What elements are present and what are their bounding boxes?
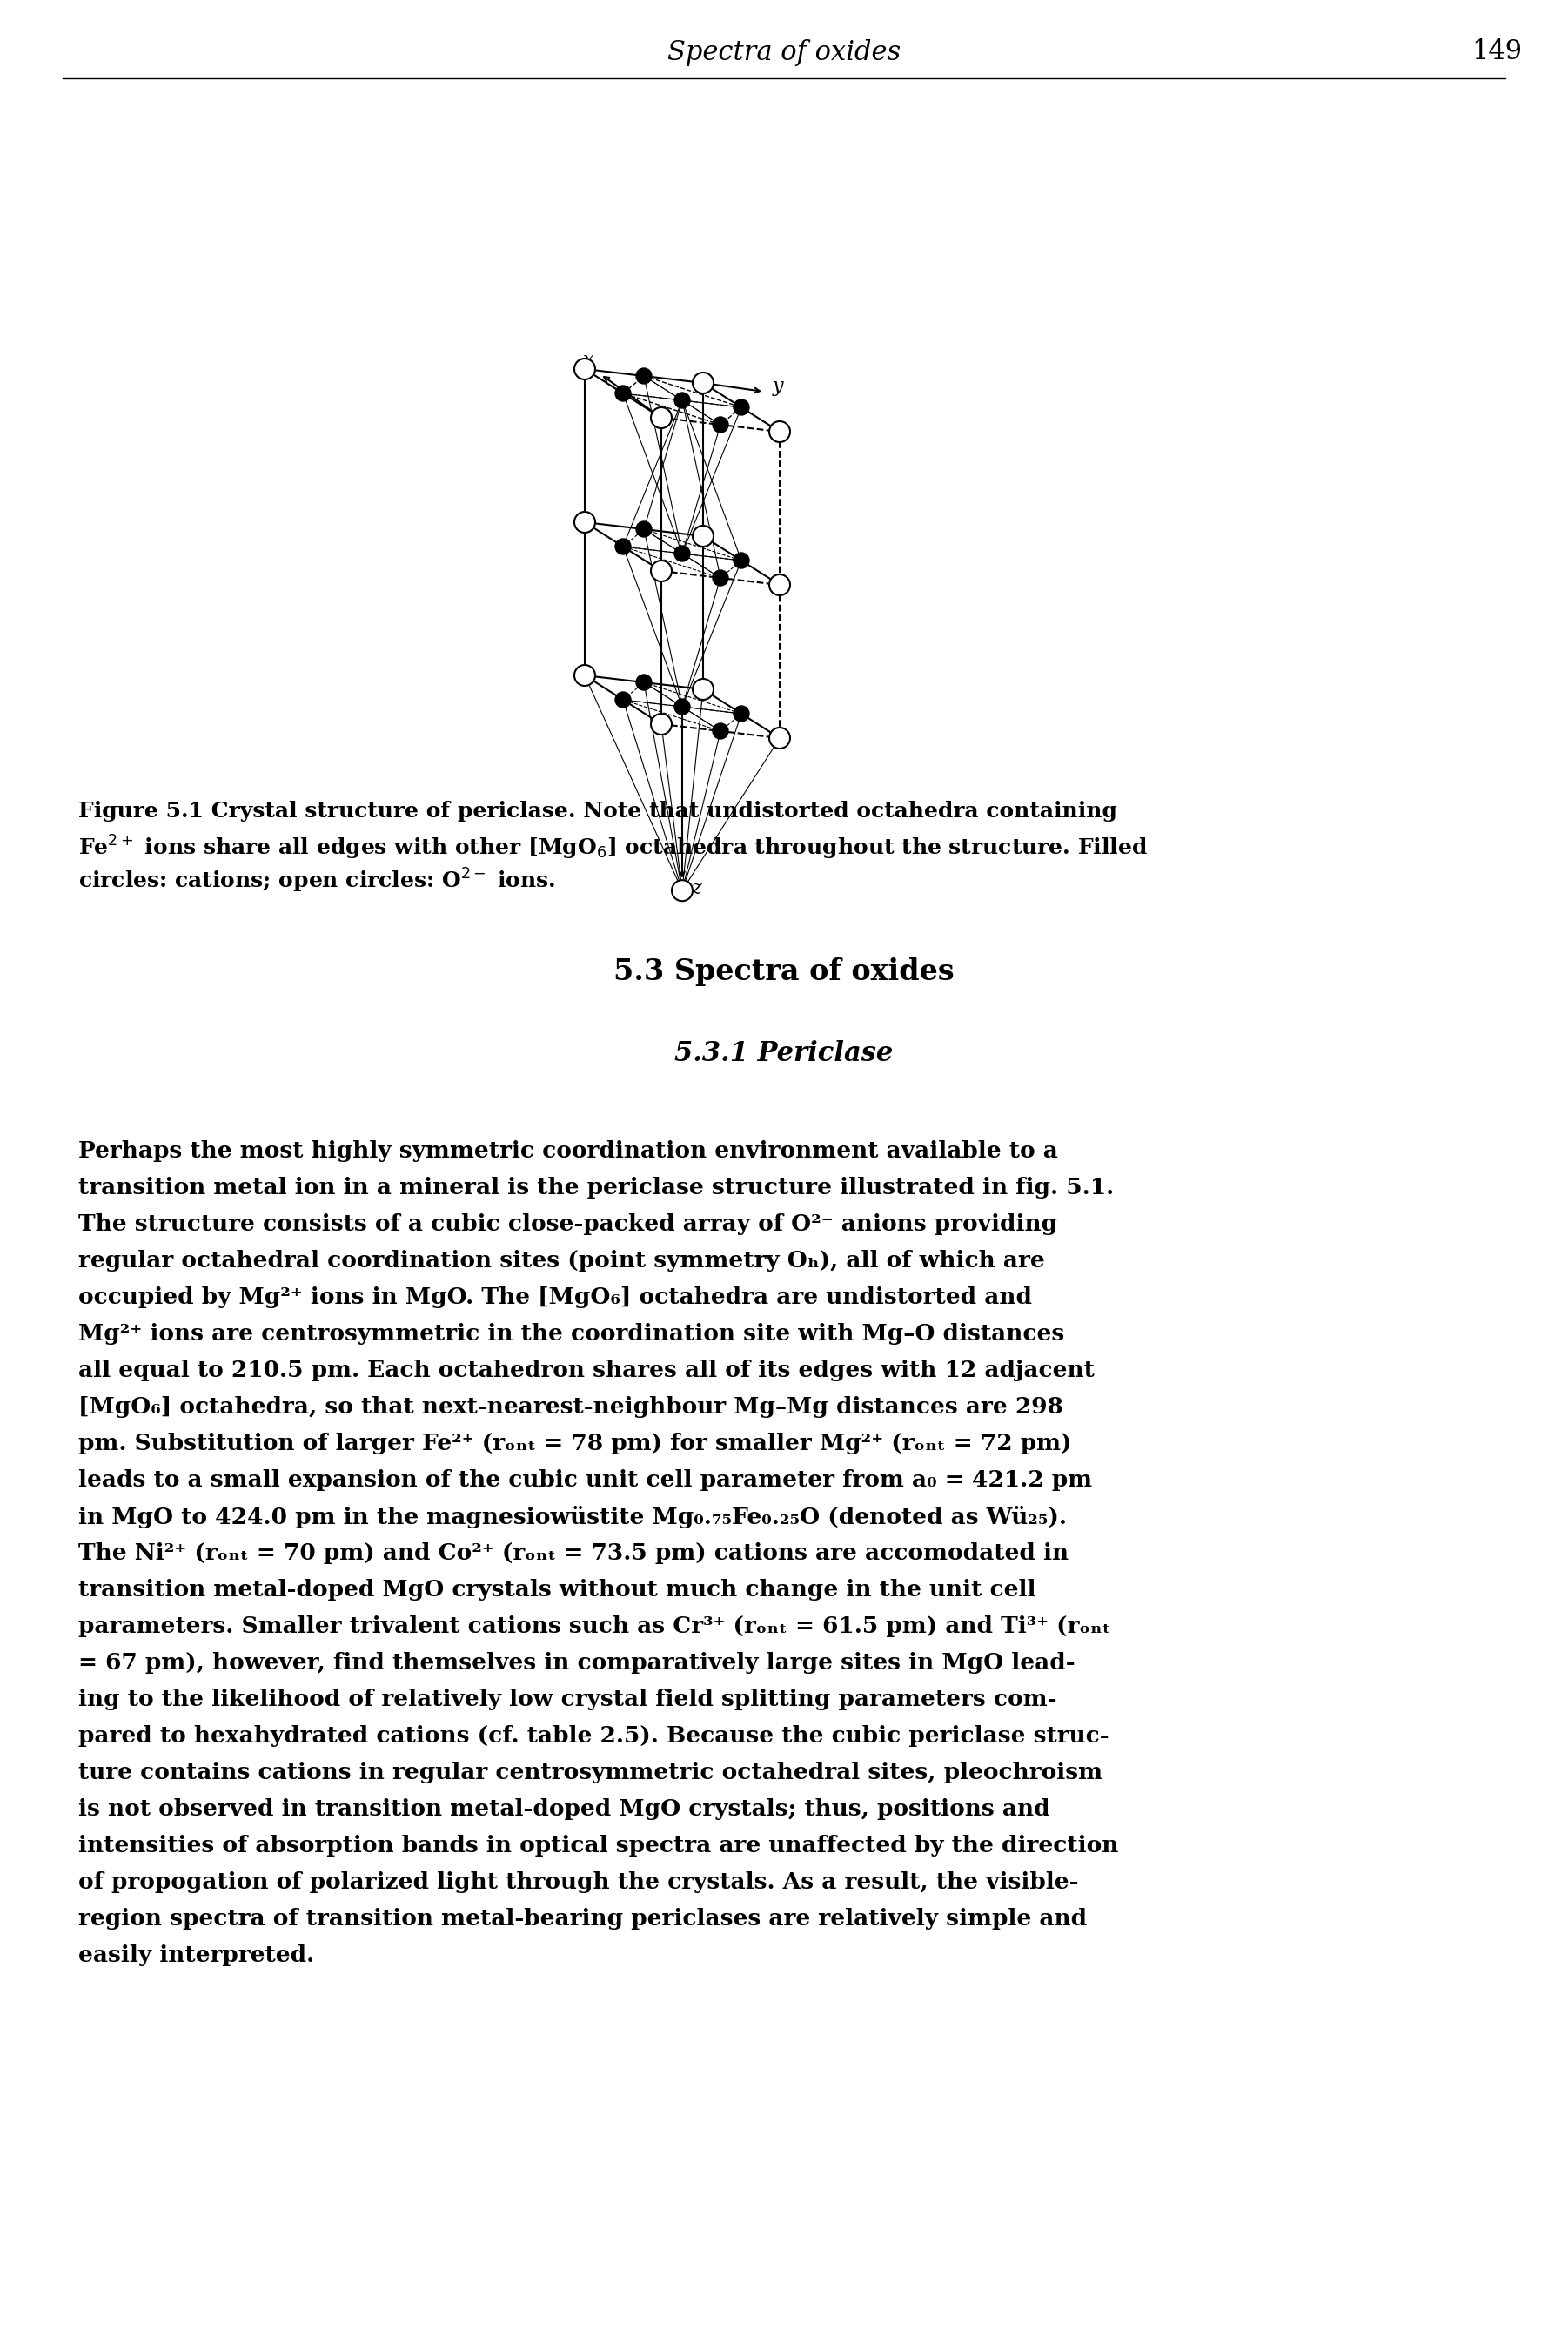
Text: in MgO to 424.0 pm in the magnesiowüstite Mg₀.₇₅Fe₀.₂₅O (denoted as Wü₂₅).: in MgO to 424.0 pm in the magnesiowüstit… bbox=[78, 1506, 1066, 1528]
Text: of propogation of polarized light through the crystals. As a result, the visible: of propogation of polarized light throug… bbox=[78, 1871, 1079, 1894]
Circle shape bbox=[693, 679, 713, 700]
Circle shape bbox=[712, 571, 728, 585]
Text: ing to the likelihood of relatively low crystal field splitting parameters com-: ing to the likelihood of relatively low … bbox=[78, 1690, 1057, 1711]
Circle shape bbox=[674, 392, 690, 409]
Circle shape bbox=[712, 724, 728, 738]
Text: easily interpreted.: easily interpreted. bbox=[78, 1943, 314, 1967]
Text: Figure 5.1 Crystal structure of periclase. Note that undistorted octahedra conta: Figure 5.1 Crystal structure of periclas… bbox=[78, 801, 1116, 822]
Text: ture contains cations in regular centrosymmetric octahedral sites, pleochroism: ture contains cations in regular centros… bbox=[78, 1762, 1102, 1784]
Text: region spectra of transition metal-bearing periclases are relatively simple and: region spectra of transition metal-beari… bbox=[78, 1908, 1087, 1929]
Circle shape bbox=[574, 665, 596, 686]
Circle shape bbox=[674, 698, 690, 714]
Circle shape bbox=[637, 522, 652, 538]
Circle shape bbox=[574, 360, 596, 378]
Circle shape bbox=[637, 369, 652, 383]
Text: circles: cations; open circles: O$^{2-}$ ions.: circles: cations; open circles: O$^{2-}$… bbox=[78, 867, 555, 895]
Circle shape bbox=[671, 881, 693, 900]
Circle shape bbox=[651, 562, 671, 580]
Circle shape bbox=[770, 728, 790, 750]
Circle shape bbox=[770, 573, 790, 595]
Text: parameters. Smaller trivalent cations such as Cr³⁺ (rₒₙₜ = 61.5 pm) and Ti³⁺ (rₒ: parameters. Smaller trivalent cations su… bbox=[78, 1614, 1110, 1638]
Circle shape bbox=[615, 385, 630, 402]
Text: = 67 pm), however, find themselves in comparatively large sites in MgO lead-: = 67 pm), however, find themselves in co… bbox=[78, 1652, 1076, 1673]
Text: Mg²⁺ ions are centrosymmetric in the coordination site with Mg–O distances: Mg²⁺ ions are centrosymmetric in the coo… bbox=[78, 1323, 1065, 1344]
Circle shape bbox=[615, 538, 630, 555]
Text: The structure consists of a cubic close-packed array of O²⁻ anions providing: The structure consists of a cubic close-… bbox=[78, 1213, 1057, 1236]
Text: The Ni²⁺ (rₒₙₜ = 70 pm) and Co²⁺ (rₒₙₜ = 73.5 pm) cations are accomodated in: The Ni²⁺ (rₒₙₜ = 70 pm) and Co²⁺ (rₒₙₜ =… bbox=[78, 1542, 1069, 1565]
Text: y: y bbox=[773, 376, 784, 397]
Circle shape bbox=[651, 407, 671, 428]
Text: x: x bbox=[583, 350, 594, 369]
Circle shape bbox=[637, 674, 652, 691]
Text: leads to a small expansion of the cubic unit cell parameter from a₀ = 421.2 pm: leads to a small expansion of the cubic … bbox=[78, 1469, 1093, 1490]
Circle shape bbox=[734, 400, 750, 416]
Text: intensities of absorption bands in optical spectra are unaffected by the directi: intensities of absorption bands in optic… bbox=[78, 1835, 1118, 1857]
Text: Spectra of oxides: Spectra of oxides bbox=[668, 38, 900, 66]
Text: [MgO₆] octahedra, so that next-nearest-neighbour Mg–Mg distances are 298: [MgO₆] octahedra, so that next-nearest-n… bbox=[78, 1396, 1063, 1417]
Text: transition metal ion in a mineral is the periclase structure illustrated in fig.: transition metal ion in a mineral is the… bbox=[78, 1177, 1113, 1198]
Circle shape bbox=[693, 374, 713, 392]
Text: transition metal-doped MgO crystals without much change in the unit cell: transition metal-doped MgO crystals with… bbox=[78, 1579, 1036, 1600]
Text: 5.3.1 Periclase: 5.3.1 Periclase bbox=[674, 1041, 894, 1067]
Circle shape bbox=[770, 421, 790, 442]
Text: Perhaps the most highly symmetric coordination environment available to a: Perhaps the most highly symmetric coordi… bbox=[78, 1140, 1058, 1161]
Text: 5.3 Spectra of oxides: 5.3 Spectra of oxides bbox=[613, 956, 955, 987]
Text: pm. Substitution of larger Fe²⁺ (rₒₙₜ = 78 pm) for smaller Mg²⁺ (rₒₙₜ = 72 pm): pm. Substitution of larger Fe²⁺ (rₒₙₜ = … bbox=[78, 1434, 1071, 1455]
Text: is not observed in transition metal-doped MgO crystals; thus, positions and: is not observed in transition metal-dope… bbox=[78, 1798, 1051, 1819]
Circle shape bbox=[574, 512, 596, 533]
Circle shape bbox=[734, 705, 750, 721]
Text: occupied by Mg²⁺ ions in MgO. The [MgO₆] octahedra are undistorted and: occupied by Mg²⁺ ions in MgO. The [MgO₆]… bbox=[78, 1285, 1032, 1309]
Text: pared to hexahydrated cations (cf. table 2.5). Because the cubic periclase struc: pared to hexahydrated cations (cf. table… bbox=[78, 1725, 1109, 1746]
Text: z: z bbox=[691, 879, 701, 898]
Text: regular octahedral coordination sites (point symmetry Oₕ), all of which are: regular octahedral coordination sites (p… bbox=[78, 1250, 1044, 1271]
Circle shape bbox=[651, 714, 671, 736]
Text: all equal to 210.5 pm. Each octahedron shares all of its edges with 12 adjacent: all equal to 210.5 pm. Each octahedron s… bbox=[78, 1361, 1094, 1382]
Text: Fe$^{2+}$ ions share all edges with other [MgO$_6$] octahedra throughout the str: Fe$^{2+}$ ions share all edges with othe… bbox=[78, 834, 1148, 862]
Text: 149: 149 bbox=[1471, 38, 1523, 66]
Circle shape bbox=[734, 552, 750, 569]
Circle shape bbox=[693, 526, 713, 548]
Circle shape bbox=[615, 691, 630, 707]
Circle shape bbox=[712, 416, 728, 432]
Circle shape bbox=[674, 545, 690, 562]
